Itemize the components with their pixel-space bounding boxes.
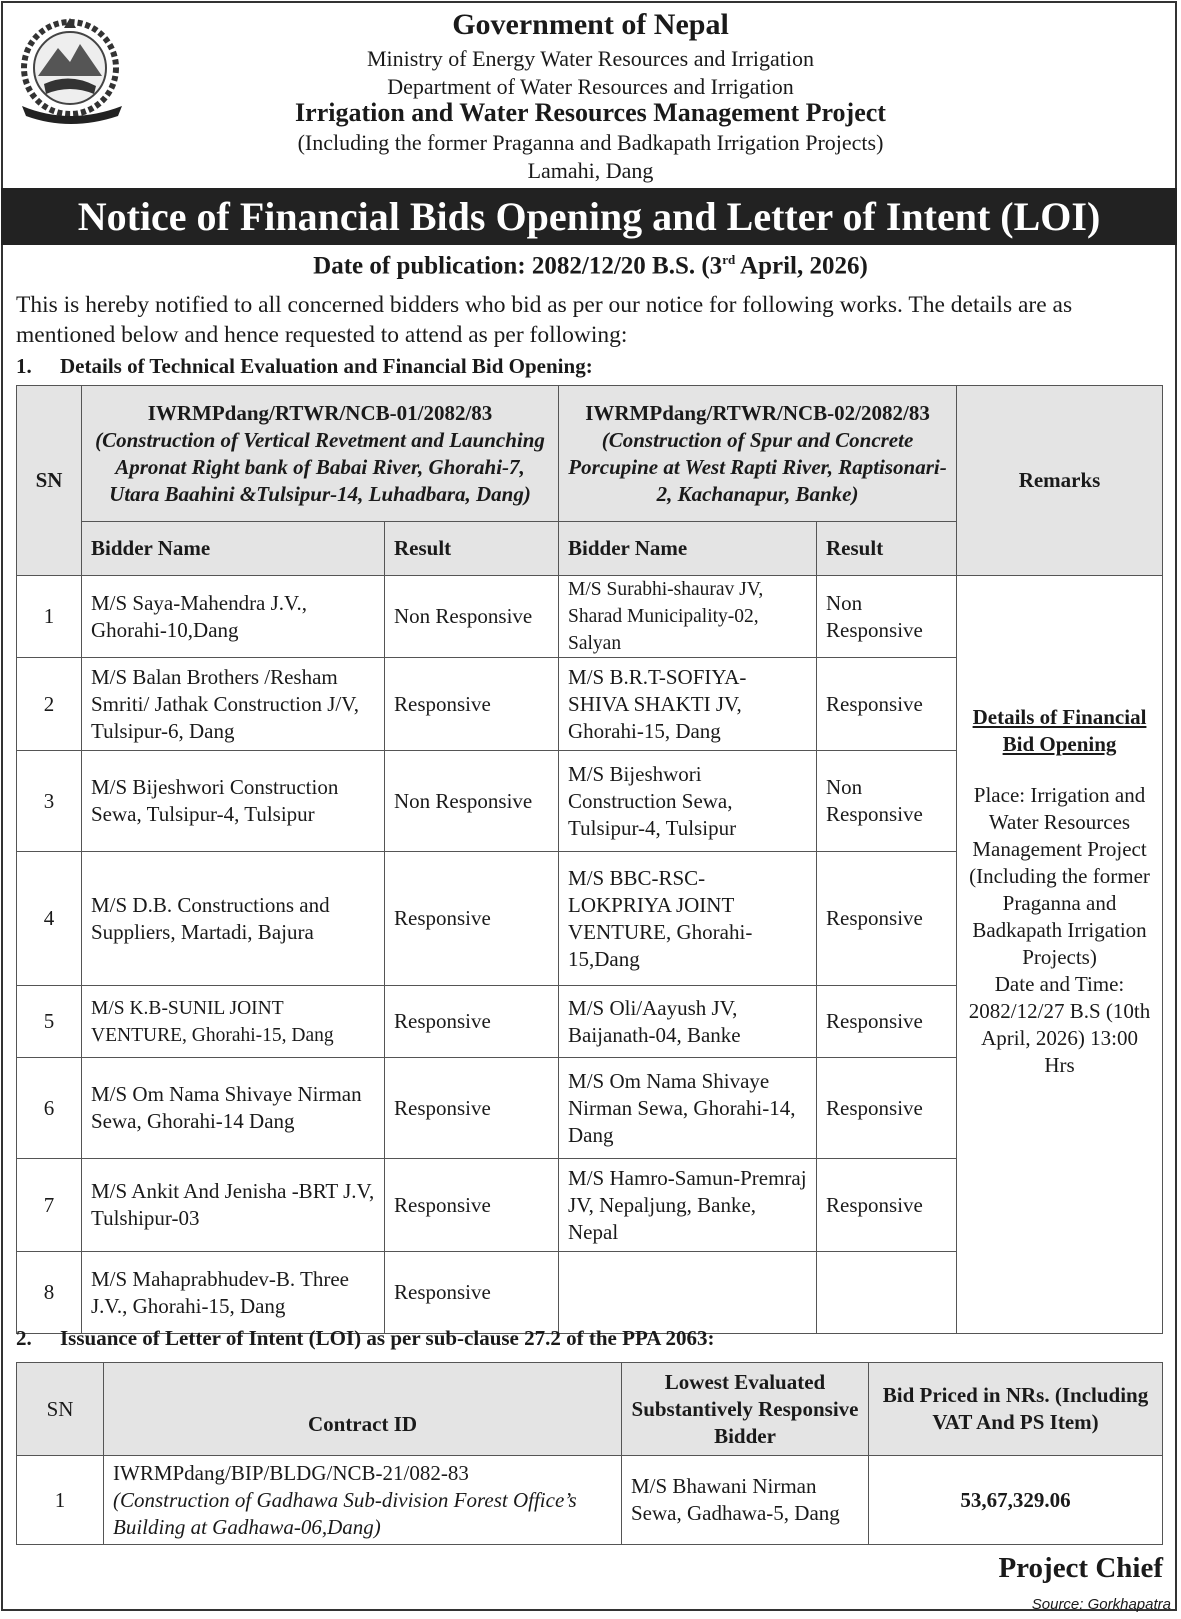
- result-1: Non Responsive: [383, 575, 560, 658]
- row-sn: 4: [16, 851, 82, 986]
- row-sn: 6: [16, 1057, 82, 1159]
- bidder-2: M/S Surabhi-shaurav JV, Sharad Municipal…: [558, 575, 818, 658]
- table-row: 1 IWRMPdang/BIP/BLDG/NCB-21/082-83 (Const…: [16, 1455, 1163, 1545]
- row-sn: 2: [16, 657, 82, 751]
- result-1: Responsive: [383, 851, 560, 986]
- table-row: 8 M/S Mahaprabhudev-B. Three J.V., Ghora…: [16, 1251, 1163, 1334]
- result-1: Responsive: [383, 657, 560, 751]
- row-sn: 1: [16, 575, 82, 658]
- section1-heading: 1. Details of Technical Evaluation and Fi…: [16, 354, 593, 378]
- bidder-2: M/S B.R.T-SOFIYA-SHIVA SHAKTI JV, Ghorah…: [558, 657, 818, 751]
- result-2: [816, 1251, 958, 1334]
- row-sn: 7: [16, 1158, 82, 1252]
- row-sn: 8: [16, 1251, 82, 1334]
- signature: Project Chief: [998, 1552, 1163, 1584]
- loi-contract: IWRMPdang/BIP/BLDG/NCB-21/082-83 (Constru…: [103, 1455, 622, 1545]
- remarks-place: Place: Irrigation and Water Resources Ma…: [969, 783, 1150, 969]
- result-2: Responsive: [816, 657, 958, 751]
- section2-heading: 2. Issuance of Letter of Intent (LOI) as …: [16, 1326, 715, 1350]
- result-1: Responsive: [383, 1158, 560, 1252]
- bidder-2: M/S Oli/Aayush JV, Baijanath-04, Banke: [558, 985, 818, 1058]
- loi-sn: 1: [16, 1455, 104, 1545]
- result-2: Non Responsive: [816, 750, 958, 852]
- loi-price-header: Bid Priced in NRs. (Including VAT And PS…: [868, 1362, 1163, 1456]
- result-1: Non Responsive: [383, 750, 560, 852]
- project-note: (Including the former Praganna and Badka…: [297, 130, 884, 155]
- loi-price: 53,67,329.06: [868, 1455, 1163, 1545]
- government-heading: Government of Nepal: [452, 8, 729, 41]
- result-2: Non Responsive: [816, 575, 958, 658]
- remarks-header: Remarks: [956, 385, 1164, 576]
- table-row: 6 M/S Om Nama Shivaye Nirman Sewa, Ghora…: [16, 1057, 1163, 1159]
- loi-contract-header: Contract ID: [103, 1362, 622, 1456]
- contract1-header: IWRMPdang/RTWR/NCB-01/2082/83 (Constructi…: [80, 385, 560, 522]
- loi-bidder-header: Lowest Evaluated Substantively Responsiv…: [621, 1362, 869, 1456]
- ministry-line: Ministry of Energy Water Resources and I…: [366, 46, 815, 71]
- bidder-header-2: Bidder Name: [558, 521, 818, 576]
- government-emblem-icon: [21, 18, 122, 124]
- table-row: 1 M/S Saya-Mahendra J.V., Ghorahi-10,Dan…: [16, 575, 1164, 1334]
- result-1: Responsive: [383, 1057, 560, 1159]
- remarks-heading: Details of Financial Bid Opening: [972, 705, 1147, 756]
- bidder-1: M/S Saya-Mahendra J.V., Ghorahi-10,Dang: [81, 575, 385, 658]
- department-line: Department of Water Resources and Irriga…: [387, 74, 794, 99]
- result-2: Responsive: [816, 1057, 958, 1159]
- result-2: Responsive: [816, 851, 958, 986]
- source-credit: Source: Gorkhapatra: [1031, 1596, 1171, 1613]
- result-header-2: Result: [816, 521, 958, 576]
- project-line: Irrigation and Water Resources Managemen…: [295, 98, 886, 127]
- result-1: Responsive: [383, 985, 560, 1058]
- bidder-header-1: Bidder Name: [81, 521, 385, 576]
- bidder-1: M/S Balan Brothers /Resham Smriti/ Jatha…: [81, 657, 385, 751]
- loi-table: SN Contract ID Lowest Evaluated Substant…: [16, 1362, 1163, 1545]
- result-2: Responsive: [816, 985, 958, 1058]
- loi-sn-header: SN: [16, 1362, 104, 1456]
- table-row: 4 M/S D.B. Constructions and Suppliers, …: [16, 851, 1163, 986]
- result-1: Responsive: [383, 1251, 560, 1334]
- loi-bidder: M/S Bhawani Nirman Sewa, Gadhawa-5, Dang: [621, 1455, 869, 1545]
- remarks-datetime: Date and Time: 2082/12/27 B.S (10th Apri…: [968, 972, 1151, 1077]
- row-sn: 3: [16, 750, 82, 852]
- bidder-2: M/S Om Nama Shivaye Nirman Sewa, Ghorahi…: [558, 1057, 818, 1159]
- bidder-1: M/S Mahaprabhudev-B. Three J.V., Ghorahi…: [81, 1251, 385, 1334]
- bidder-2: M/S Hamro-Samun-Premraj JV, Nepaljung, B…: [558, 1158, 818, 1252]
- sn-header: SN: [16, 385, 82, 576]
- bidder-1: M/S D.B. Constructions and Suppliers, Ma…: [81, 851, 385, 986]
- bidder-2: [558, 1251, 818, 1334]
- notice-title: Notice of Financial Bids Opening and Let…: [1, 188, 1177, 245]
- bidder-1: M/S Om Nama Shivaye Nirman Sewa, Ghorahi…: [81, 1057, 385, 1159]
- location-line: Lamahi, Dang: [527, 158, 654, 183]
- row-sn: 5: [16, 985, 82, 1058]
- result-header-1: Result: [383, 521, 560, 576]
- bid-opening-table: SN IWRMPdang/RTWR/NCB-01/2082/83 (Constru…: [16, 385, 1164, 1334]
- table-row: 2 M/S Balan Brothers /Resham Smriti/ Jat…: [16, 657, 1163, 751]
- bidder-1: M/S Bijeshwori Construction Sewa, Tulsip…: [81, 750, 385, 852]
- table-row: 3 M/S Bijeshwori Construction Sewa, Tuls…: [16, 750, 1163, 852]
- intro-paragraph: This is hereby notified to all concerned…: [16, 292, 1073, 348]
- bidder-1: M/S Ankit And Jenisha -BRT J.V, Tulshipu…: [81, 1158, 385, 1252]
- remarks-cell: Details of Financial Bid Opening Place: …: [956, 575, 1164, 1334]
- contract2-header: IWRMPdang/RTWR/NCB-02/2082/83 (Constructi…: [558, 385, 958, 522]
- bidder-2: M/S Bijeshwori Construction Sewa, Tulsip…: [558, 750, 818, 852]
- publication-date: Date of publication: 2082/12/20 B.S. (3r…: [313, 252, 868, 280]
- bidder-2: M/S BBC-RSC-LOKPRIYA JOINT VENTURE, Ghor…: [558, 851, 818, 986]
- bidder-1: M/S K.B-SUNIL JOINT VENTURE, Ghorahi-15,…: [81, 985, 385, 1058]
- result-2: Responsive: [816, 1158, 958, 1252]
